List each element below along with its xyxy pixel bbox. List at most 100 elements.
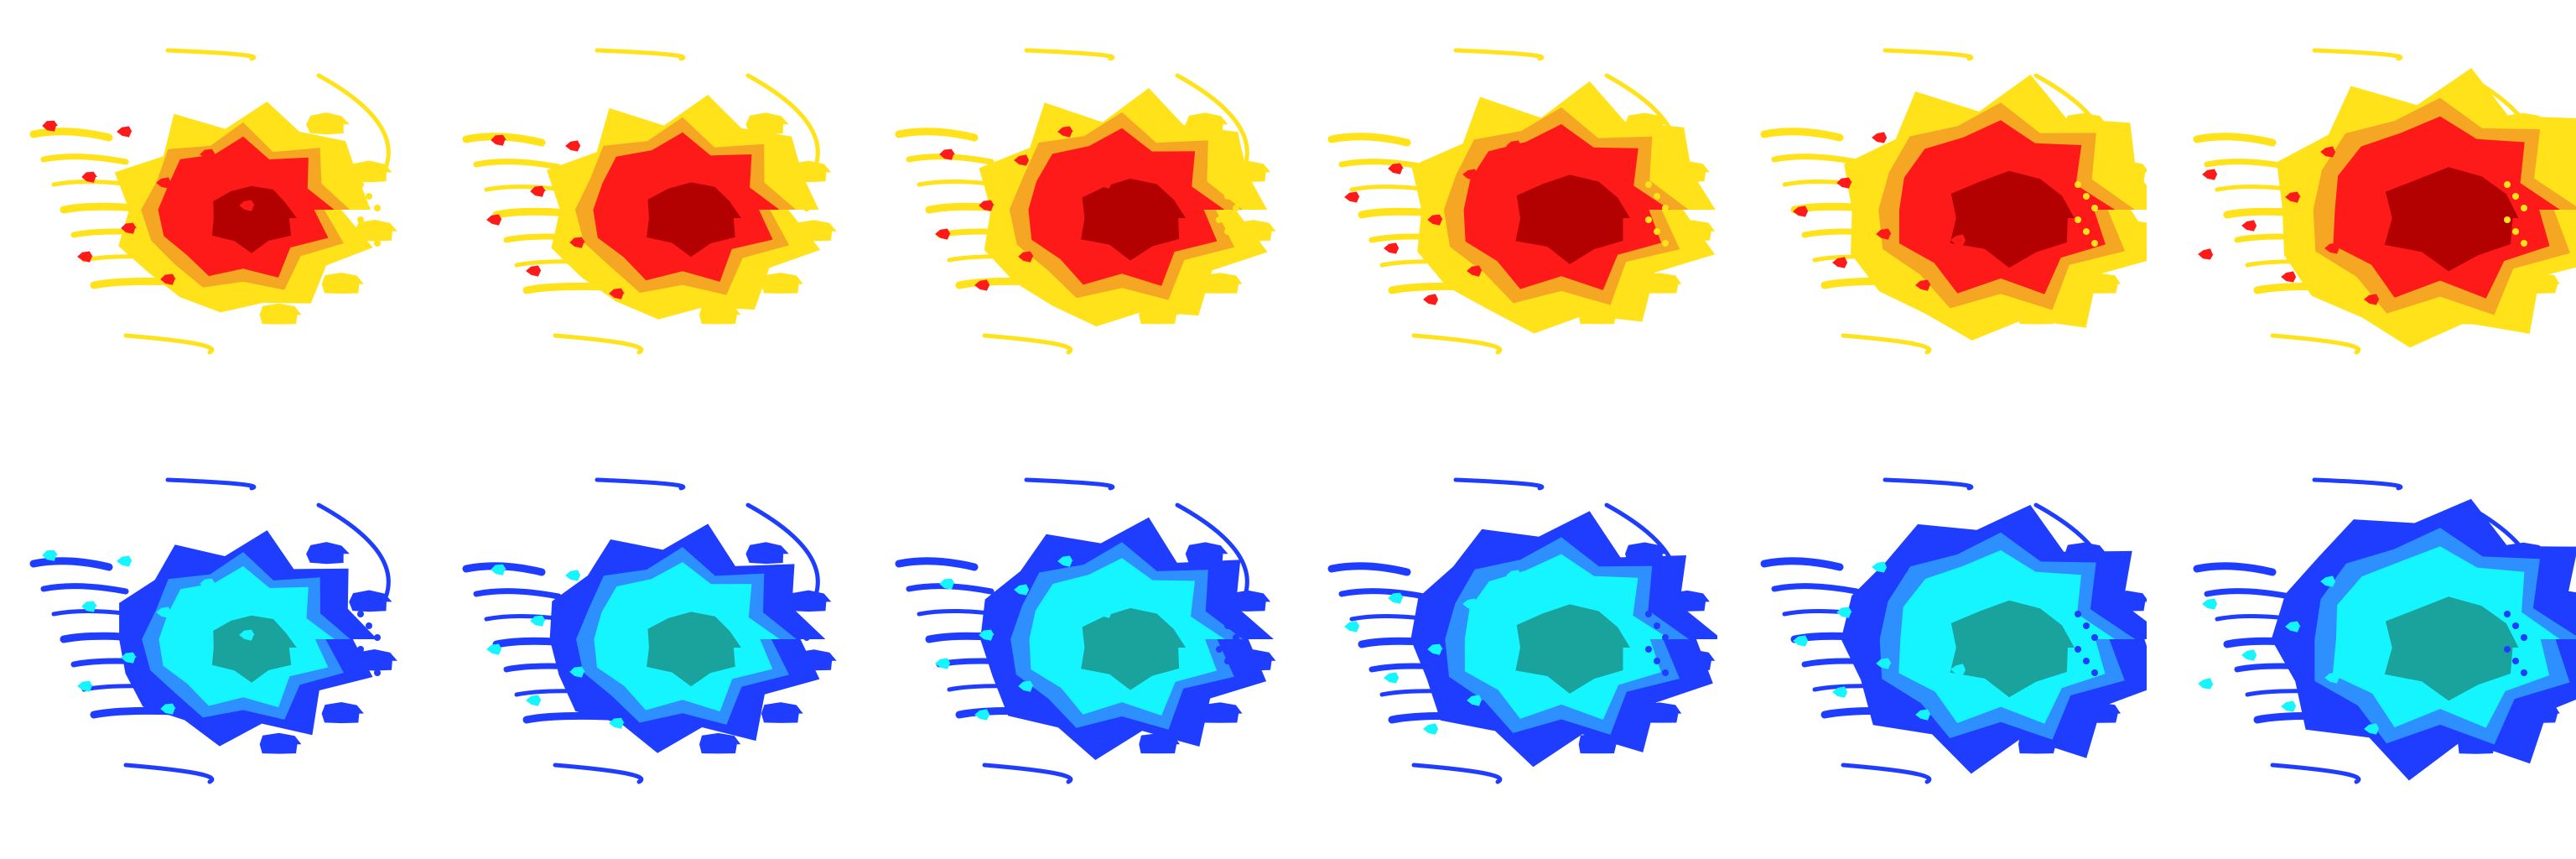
spark-particle <box>1427 643 1443 655</box>
debris-dot <box>2091 240 2098 247</box>
shockwave-arc <box>745 502 820 600</box>
flame-tongue <box>1185 542 1228 564</box>
debris-dot <box>1654 622 1660 629</box>
debris-dot <box>1662 634 1669 641</box>
flame-tongue <box>2107 591 2147 612</box>
spark-particle <box>121 222 137 234</box>
spark-particle <box>565 570 581 581</box>
spark-particle <box>569 666 585 678</box>
trail-streak <box>1771 583 1860 595</box>
flame-tongue <box>259 303 302 325</box>
debris-dot <box>803 205 810 211</box>
ice-frame-2 <box>429 430 859 859</box>
flame-tongue <box>349 590 392 612</box>
spark-particle <box>1384 672 1400 684</box>
spark-particle <box>491 134 506 146</box>
flame-tongue <box>2113 220 2147 241</box>
spark-particle <box>2241 220 2257 232</box>
spark-particle <box>1502 649 1518 661</box>
spark-particle <box>2360 197 2376 209</box>
trail-streak <box>473 159 562 170</box>
ice-explosion-sprite <box>895 477 1276 784</box>
flame-tongue <box>788 590 832 612</box>
ice-frame-4 <box>1288 430 1717 859</box>
debris-dot <box>2512 228 2519 235</box>
flame-tongue <box>1139 304 1180 325</box>
spark-particle <box>1097 607 1113 618</box>
flame-tongue <box>745 542 789 565</box>
flame-tongue <box>1233 220 1276 242</box>
spark-particle <box>1911 612 1927 624</box>
trail-streak <box>40 154 129 165</box>
spark-particle <box>1836 177 1852 189</box>
spark-particle <box>1793 635 1809 647</box>
flame-tongue <box>355 649 397 671</box>
flame-tongue <box>1201 273 1243 294</box>
trail-streak <box>1760 557 1844 571</box>
flame-tongue <box>745 112 789 135</box>
spark-particle <box>1506 570 1522 581</box>
shockwave-arc <box>595 477 686 491</box>
shockwave-arc <box>165 48 257 61</box>
debris-dot <box>1645 611 1652 617</box>
spark-particle <box>2324 242 2340 254</box>
trail-streak <box>1338 159 1427 170</box>
explosion-deep-core <box>647 182 741 258</box>
debris-dot <box>2091 634 2098 641</box>
shockwave-arc <box>316 73 391 170</box>
flame-tongue <box>1578 304 1619 325</box>
spark-particle <box>1836 607 1852 618</box>
spark-particle <box>1057 126 1073 138</box>
debris-dot <box>1224 658 1231 664</box>
shockwave-arc <box>1841 763 1932 784</box>
fire-frame-3 <box>859 0 1288 430</box>
trail-streak <box>29 557 113 571</box>
flame-tongue <box>2064 112 2107 134</box>
spark-particle <box>1053 206 1069 217</box>
shockwave-arc <box>1024 477 1115 491</box>
spark-particle <box>1344 191 1360 203</box>
flame-tongue <box>1674 649 1716 670</box>
explosion-deep-core <box>2384 167 2519 272</box>
debris-dot <box>2521 669 2527 676</box>
debris-dot <box>2083 228 2090 235</box>
shockwave-arc <box>1024 48 1115 61</box>
spark-particle <box>1832 686 1848 698</box>
flame-tongue <box>1139 733 1180 754</box>
debris-dot <box>357 611 364 617</box>
spark-particle <box>1344 621 1360 633</box>
trail-streak <box>895 128 979 142</box>
debris-dot <box>2504 611 2511 617</box>
spark-particle <box>1053 635 1069 647</box>
spark-particle <box>2320 575 2336 587</box>
debris-dot <box>2512 193 2519 200</box>
shockwave-arc <box>2270 763 2361 784</box>
ice-frame-5 <box>1717 430 2147 859</box>
spark-particle <box>2285 191 2301 203</box>
debris-dot <box>1233 205 1239 211</box>
debris-dot <box>795 228 802 235</box>
debris-dot <box>2521 634 2527 641</box>
spark-particle <box>1950 664 1966 675</box>
flame-tongue <box>2018 304 2059 325</box>
flame-tongue <box>699 732 741 754</box>
flame-tongue <box>1228 590 1271 612</box>
spark-particle <box>1876 228 1892 240</box>
spark-particle <box>648 592 664 604</box>
debris-dot <box>2083 658 2090 664</box>
debris-dot <box>787 611 793 617</box>
debris-dot <box>803 669 810 676</box>
debris-dot <box>2091 669 2098 676</box>
spark-particle <box>239 629 255 641</box>
trail-streak <box>1760 128 1844 142</box>
shockwave-arc <box>2270 333 2361 355</box>
spark-particle <box>160 273 176 285</box>
fire-explosion-sprite <box>462 48 837 355</box>
ice-frame-6 <box>2147 430 2576 859</box>
fire-frame-4 <box>1288 0 1717 430</box>
explosion-deep-core <box>2384 596 2519 701</box>
shockwave-arc <box>1411 763 1503 784</box>
spark-particle <box>117 126 132 138</box>
spark-particle <box>1955 154 1971 166</box>
